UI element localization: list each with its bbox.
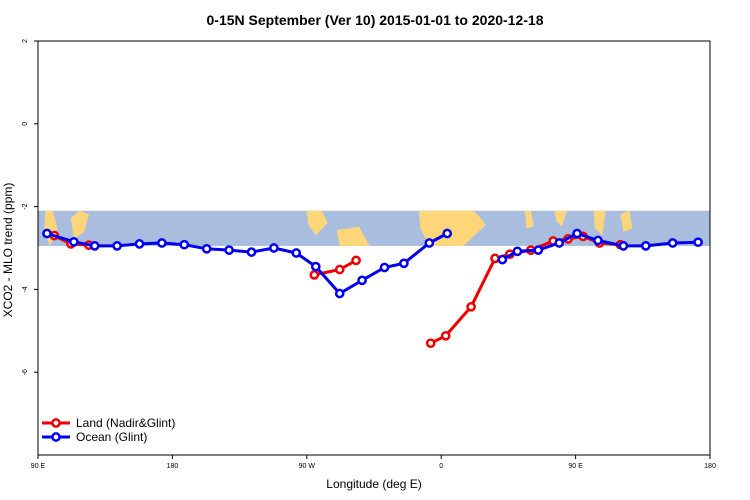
x-tick-label: 0 (439, 463, 443, 470)
legend-label-land: Land (Nadir&Glint) (76, 416, 175, 430)
x-tick-label: 180 (167, 463, 179, 470)
data-point (89, 241, 100, 251)
data-point (424, 238, 435, 248)
data-point (442, 228, 453, 239)
y-axis-label: XCO2 - MLO trend (ppm) (1, 183, 15, 318)
land-shape (336, 226, 370, 246)
data-point (512, 246, 523, 257)
data-point (134, 239, 145, 249)
y-axis: 2 0 -2 -4 -6 (22, 39, 38, 375)
data-point (425, 338, 436, 349)
data-point (533, 245, 544, 255)
land-shape (593, 210, 606, 236)
land-shape (620, 210, 633, 232)
data-point (309, 270, 320, 280)
x-tick-label: 90 E (31, 463, 46, 470)
data-point (246, 247, 257, 257)
data-point (224, 245, 234, 255)
data-point (440, 330, 451, 341)
data-point (201, 243, 212, 254)
data-point (466, 301, 476, 312)
data-point (112, 241, 122, 251)
plot-frame (37, 40, 711, 456)
legend: Land (Nadir&Glint) Ocean (Glint) (42, 416, 175, 444)
x-tick-label: 90 W (299, 463, 316, 470)
land-shape (306, 210, 328, 236)
legend-label-ocean: Ocean (Glint) (76, 430, 147, 444)
legend-item-land: Land (Nadir&Glint) (42, 416, 175, 430)
data-point (640, 241, 651, 251)
legend-item-ocean: Ocean (Glint) (42, 430, 147, 444)
data-point (68, 236, 79, 247)
data-point (618, 241, 629, 251)
chart-title: 0-15N September (Ver 10) 2015-01-01 to 2… (207, 12, 544, 28)
data-point (179, 239, 190, 250)
y-tick-label: 2 (22, 39, 29, 43)
data-point (379, 262, 390, 273)
legend-marker-land (51, 418, 61, 428)
data-point (351, 255, 361, 266)
land-shape (554, 210, 567, 227)
y-tick-label: -6 (22, 369, 29, 375)
x-tick-label: 90 E (568, 463, 583, 470)
series-ocean (42, 228, 703, 299)
data-point (593, 235, 603, 246)
data-point (42, 228, 52, 239)
data-point (667, 238, 678, 248)
y-tick-label: 0 (22, 122, 29, 126)
data-point (399, 258, 409, 269)
world-map-band (38, 210, 710, 246)
x-axis: 90 E 180 90 W 0 90 E 180 (31, 455, 716, 470)
land-shape (418, 210, 486, 246)
land-shape (524, 210, 534, 229)
data-point (291, 248, 302, 258)
data-point (310, 261, 321, 272)
data-point (334, 288, 345, 299)
data-point (269, 243, 279, 253)
legend-marker-ocean (51, 432, 61, 442)
x-axis-label: Longitude (deg E) (326, 477, 421, 491)
series-line (430, 234, 621, 345)
data-point (554, 238, 565, 248)
x-tick-label: 180 (704, 463, 716, 470)
data-point (490, 253, 500, 264)
series-line (501, 232, 699, 261)
data-point (357, 275, 367, 286)
data-point (334, 264, 345, 275)
series-group (42, 228, 703, 349)
land-shape (70, 210, 89, 239)
data-point (572, 228, 582, 239)
data-point (157, 238, 167, 248)
y-tick-label: -4 (22, 286, 29, 292)
y-tick-label: -2 (22, 203, 29, 209)
data-point (497, 254, 508, 265)
data-point (693, 237, 703, 248)
